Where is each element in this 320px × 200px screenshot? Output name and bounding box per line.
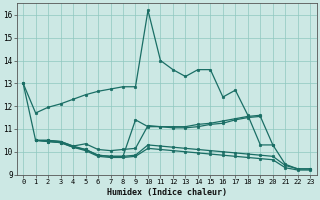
X-axis label: Humidex (Indice chaleur): Humidex (Indice chaleur) bbox=[107, 188, 227, 197]
